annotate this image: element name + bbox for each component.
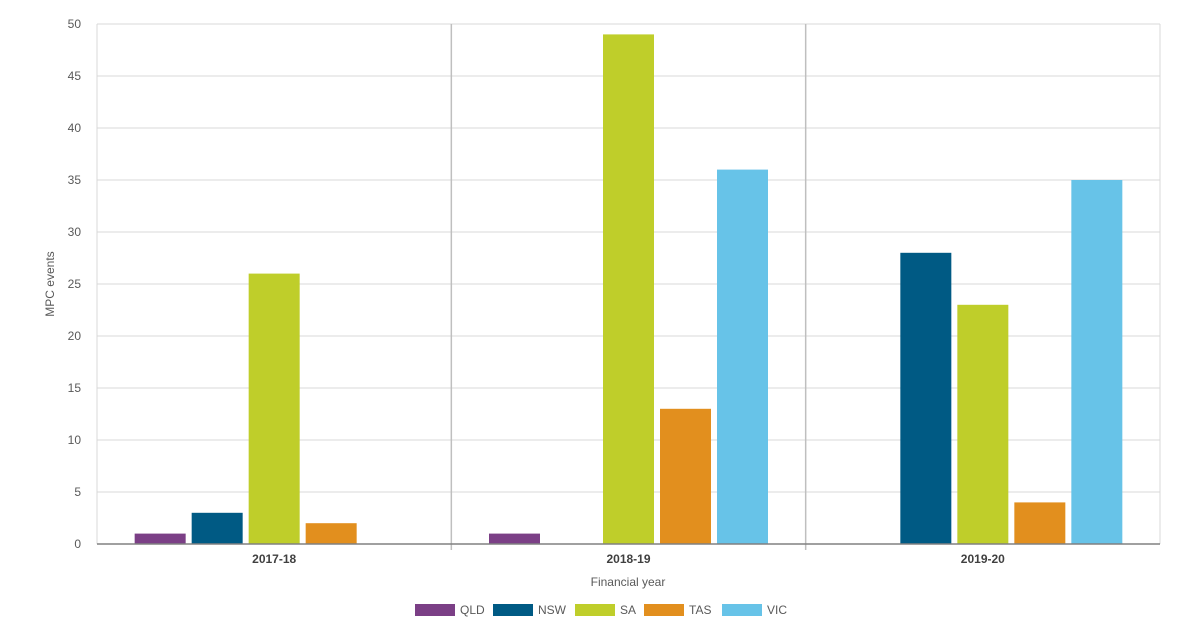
x-tick-label: 2019-20 [961,552,1005,566]
legend-label-sa: SA [620,603,636,617]
x-tick-label: 2017-18 [252,552,296,566]
bar-nsw [900,252,952,545]
legend-label-tas: TAS [689,603,711,617]
bar-tas [1014,502,1066,544]
legend: QLD NSW SA TAS VIC [415,603,787,617]
y-tick-label: 10 [68,433,82,447]
bar-vic [1071,180,1123,544]
bar-sa [957,304,1009,544]
legend-label-vic: VIC [767,603,787,617]
y-tick-label: 45 [68,69,82,83]
bar-tas [305,523,357,544]
y-tick-label: 5 [74,485,81,499]
y-tick-label: 0 [74,537,81,551]
legend-swatch-tas [644,604,684,616]
x-axis-title: Financial year [591,575,666,589]
y-tick-label: 35 [68,173,82,187]
y-axis-title: MPC events [43,251,57,316]
y-tick-label: 20 [68,329,82,343]
bar-qld [134,533,186,544]
legend-swatch-qld [415,604,455,616]
y-axis-ticks: 0 5 10 15 20 25 30 35 40 45 50 [68,17,82,551]
legend-swatch-nsw [493,604,533,616]
legend-label-nsw: NSW [538,603,567,617]
legend-swatch-sa [575,604,615,616]
legend-label-qld: QLD [460,603,485,617]
bar-sa [603,34,654,545]
bars [134,34,1123,545]
bar-qld [489,533,540,544]
bar-tas [660,408,711,544]
bar-sa [248,273,300,544]
y-tick-label: 50 [68,17,82,31]
y-tick-label: 40 [68,121,82,135]
bar-vic [717,169,768,544]
x-tick-label: 2018-19 [606,552,650,566]
bar-nsw [191,512,243,544]
y-tick-label: 25 [68,277,82,291]
y-tick-label: 30 [68,225,82,239]
x-axis: 2017-18 2018-19 2019-20 [97,543,1160,566]
legend-swatch-vic [722,604,762,616]
y-tick-label: 15 [68,381,82,395]
